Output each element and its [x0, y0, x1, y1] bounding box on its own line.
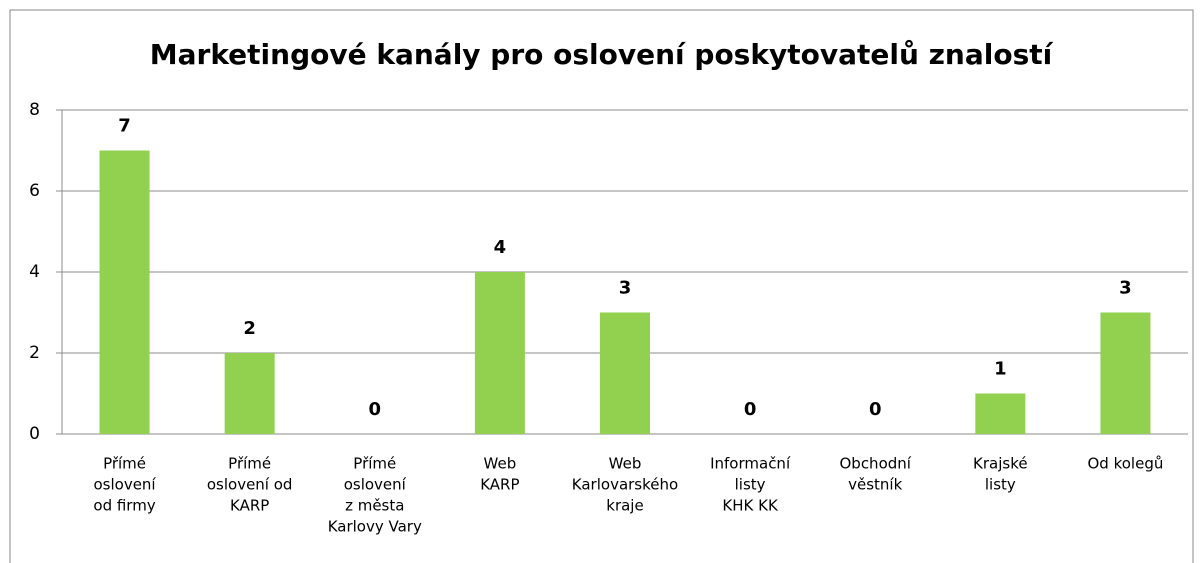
x-tick-label: z města	[345, 497, 404, 515]
x-tick-label: Přímé	[353, 455, 396, 473]
value-label: 0	[744, 399, 757, 420]
chart-title: Marketingové kanály pro oslovení poskyto…	[150, 38, 1054, 71]
x-tick-label: KARP	[230, 497, 269, 515]
bar	[224, 353, 275, 434]
y-tick-label: 0	[29, 424, 40, 444]
y-tick-label: 6	[29, 181, 40, 201]
x-tick-label: listy	[985, 476, 1016, 494]
bar	[975, 393, 1026, 434]
x-tick-label: KARP	[480, 476, 519, 494]
x-tick-label: Přímé	[228, 455, 271, 473]
x-tick-label: Krajské	[973, 455, 1028, 473]
x-tick-label: Od kolegů	[1088, 455, 1164, 473]
x-tick-label: KHK KK	[722, 497, 779, 515]
value-label: 4	[494, 237, 507, 258]
bar	[1100, 312, 1151, 434]
x-tick-label: Přímé	[103, 455, 146, 473]
chart-border	[9, 9, 1194, 563]
x-tick-label: listy	[735, 476, 766, 494]
x-tick-label: oslovení od	[207, 476, 293, 494]
x-tick-label: Karlovy Vary	[328, 518, 422, 536]
y-tick-label: 4	[29, 262, 40, 282]
y-tick-label: 2	[29, 343, 40, 363]
value-label: 0	[369, 399, 382, 420]
x-tick-label: kraje	[606, 497, 643, 515]
x-tick-label: oslovení	[93, 476, 156, 494]
x-tick-label: Karlovarského	[572, 476, 678, 494]
value-label: 3	[619, 278, 632, 299]
x-tick-label: oslovení	[344, 476, 407, 494]
value-label: 2	[243, 318, 256, 339]
x-tick-label: Obchodní	[839, 455, 911, 473]
x-tick-label: Web	[484, 455, 517, 473]
bar	[600, 312, 650, 434]
value-label: 1	[994, 359, 1007, 380]
x-tick-label: Web	[609, 455, 642, 473]
value-label: 7	[118, 116, 131, 137]
x-tick-label: Informační	[710, 455, 791, 473]
bar	[99, 150, 150, 434]
x-tick-label: od firmy	[93, 497, 155, 515]
value-label: 0	[869, 399, 882, 420]
y-tick-label: 8	[29, 100, 40, 120]
x-tick-label: věstník	[848, 476, 902, 494]
bar	[474, 272, 525, 434]
value-label: 3	[1119, 278, 1132, 299]
